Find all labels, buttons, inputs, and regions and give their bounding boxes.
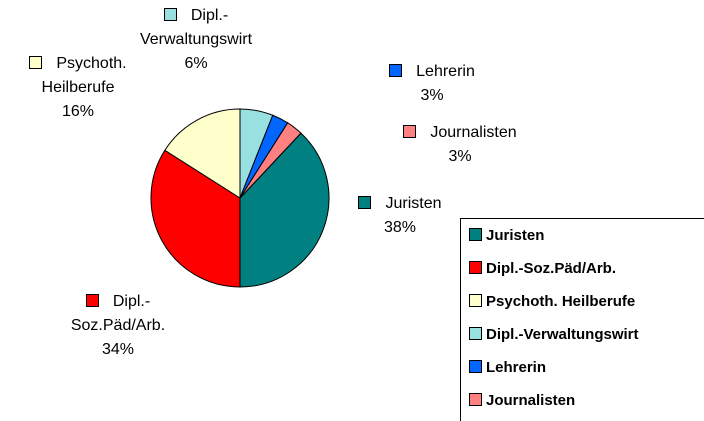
- label-marker: [29, 56, 43, 69]
- label-marker: [403, 125, 417, 138]
- label-marker: [85, 294, 99, 307]
- data-label: Dipl.-Soz.Päd/Arb. 34%: [53, 290, 183, 362]
- label-marker: [389, 64, 403, 77]
- data-label-name-line: Psychoth. Heilberufe: [18, 52, 138, 100]
- legend-entry: Lehrerin: [469, 359, 546, 376]
- data-label-name-line: Juristen: [345, 192, 455, 216]
- legend-marker: [469, 327, 482, 340]
- label-value: 6%: [184, 55, 208, 72]
- legend-label: Journalisten: [486, 392, 576, 409]
- label-name: Juristen: [385, 195, 442, 212]
- label-name: Journalisten: [430, 124, 517, 141]
- pie-slice: [150, 149, 241, 288]
- legend-entry: Dipl.-Soz.Päd/Arb.: [469, 260, 616, 277]
- pie-slice: [239, 122, 302, 199]
- data-label: Psychoth. Heilberufe 16%: [18, 52, 138, 124]
- legend-marker: [469, 360, 482, 373]
- pie-slice: [164, 108, 241, 199]
- legend-marker: [469, 261, 482, 274]
- legend-label: Lehrerin: [486, 359, 547, 376]
- data-label-name-line: Dipl.-Soz.Päd/Arb.: [53, 290, 183, 338]
- legend-marker: [469, 228, 482, 241]
- data-label: Lehrerin 3%: [382, 60, 482, 108]
- label-name: Lehrerin: [416, 63, 475, 80]
- data-label: Juristen 38%: [345, 192, 455, 240]
- label-marker: [358, 196, 372, 209]
- label-marker: [163, 8, 177, 21]
- legend: Juristen Dipl.-Soz.Päd/Arb. Psychoth. Heil…: [460, 218, 704, 421]
- legend-marker: [469, 294, 482, 307]
- legend-entry: Juristen: [469, 227, 544, 244]
- label-name: Dipl.-Verwaltungswirt: [139, 7, 253, 48]
- pie-slice: [239, 132, 330, 288]
- legend-entry: Psychoth. Heilberufe: [469, 293, 635, 310]
- data-label: Dipl.-Verwaltungswirt 6%: [116, 4, 276, 76]
- label-value: 34%: [101, 341, 135, 358]
- legend-label: Dipl.-Verwaltungswirt: [486, 326, 639, 343]
- label-value: 38%: [383, 219, 417, 236]
- data-label: Journalisten 3%: [395, 121, 525, 169]
- legend-label: Juristen: [486, 227, 545, 244]
- legend-label: Psychoth. Heilberufe: [486, 293, 636, 310]
- label-name: Dipl.-Soz.Päd/Arb.: [70, 293, 166, 334]
- legend-entry: Dipl.-Verwaltungswirt: [469, 326, 639, 343]
- data-label-name-line: Lehrerin: [382, 60, 482, 84]
- label-name: Psychoth. Heilberufe: [41, 55, 127, 96]
- legend-entry: Journalisten: [469, 392, 575, 409]
- label-value: 3%: [420, 87, 444, 104]
- label-value: 16%: [61, 103, 95, 120]
- data-label-name-line: Journalisten: [395, 121, 525, 145]
- data-label-name-line: Dipl.-Verwaltungswirt: [116, 4, 276, 52]
- label-value: 3%: [448, 148, 472, 165]
- legend-marker: [469, 393, 482, 406]
- legend-label: Dipl.-Soz.Päd/Arb.: [486, 260, 617, 277]
